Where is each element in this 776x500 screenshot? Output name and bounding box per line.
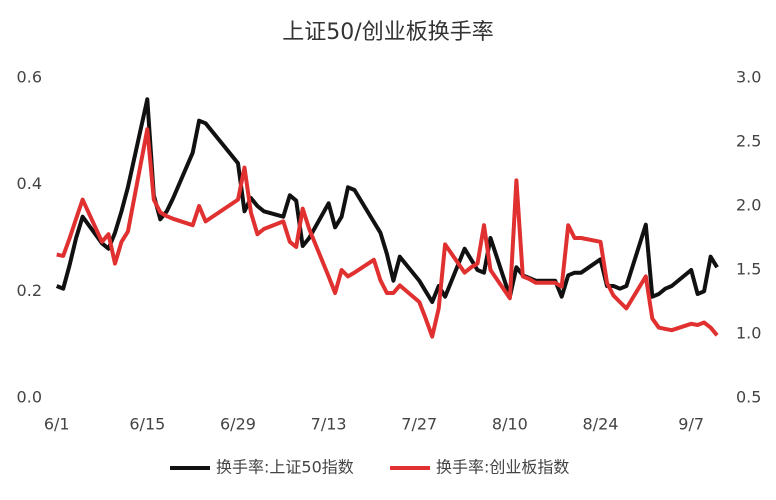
y2-tick-label: 0.5 [736, 388, 761, 407]
y-tick-label: 0.2 [17, 281, 42, 300]
y-tick-label: 0.6 [17, 68, 42, 87]
x-tick-label: 7/13 [311, 415, 347, 434]
x-tick-label: 6/1 [44, 415, 70, 434]
y2-tick-label: 2.0 [736, 196, 761, 215]
y-tick-label: 0.0 [17, 388, 42, 407]
legend-label: 换手率:上证50指数 [216, 458, 354, 477]
x-tick-label: 7/27 [401, 415, 437, 434]
legend-label: 换手率:创业板指数 [436, 458, 569, 477]
chart-title: 上证50/创业板换手率 [282, 20, 493, 45]
x-tick-label: 6/15 [129, 415, 165, 434]
y2-tick-label: 2.5 [736, 132, 761, 151]
y2-tick-label: 3.0 [736, 68, 761, 87]
x-tick-label: 9/7 [678, 415, 704, 434]
series-line [55, 97, 719, 304]
x-tick-label: 8/24 [583, 415, 619, 434]
y2-tick-label: 1.5 [736, 260, 761, 279]
y2-tick-label: 1.0 [736, 324, 761, 343]
y-tick-label: 0.4 [17, 174, 42, 193]
x-tick-label: 6/29 [220, 415, 256, 434]
series-line [56, 127, 719, 339]
x-tick-label: 8/10 [492, 415, 528, 434]
